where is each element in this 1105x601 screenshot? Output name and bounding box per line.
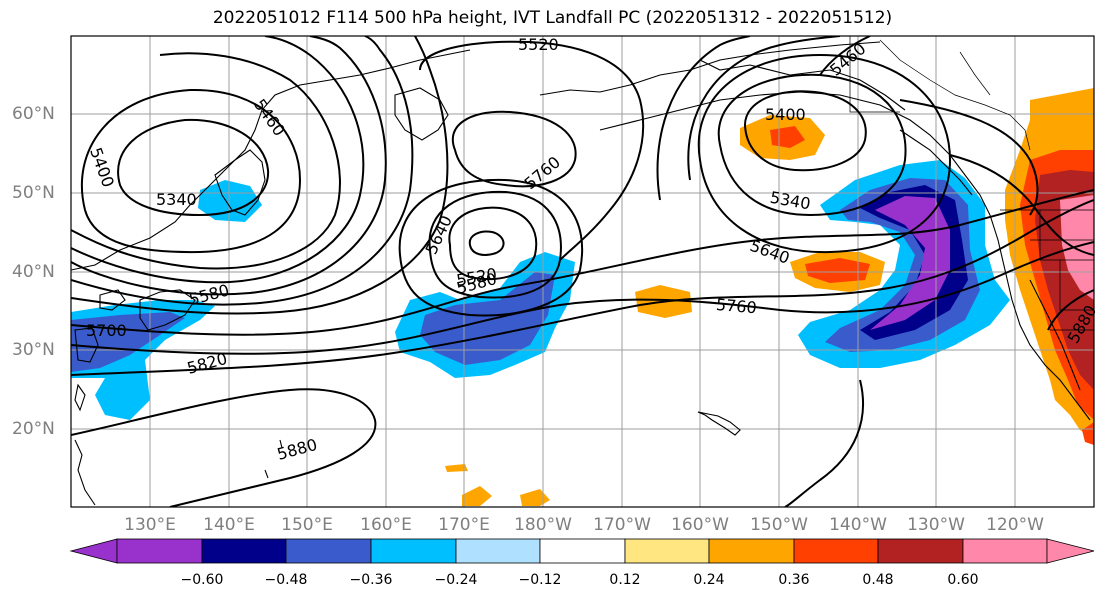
- colorbar-segment: [455, 538, 541, 564]
- height-contours: [71, 36, 1094, 507]
- coastlines: [71, 41, 1091, 506]
- colorbar-tick-label: −0.60: [180, 572, 224, 588]
- colorbar-tick-label: 0.60: [947, 572, 979, 588]
- lat-label: 30°N: [12, 340, 55, 360]
- lon-label: 120°W: [986, 515, 1044, 535]
- colorbar-tick-label: −0.12: [518, 572, 562, 588]
- ivt-area-pos-tropical-1: [445, 464, 468, 472]
- colorbar-segment: [624, 538, 710, 564]
- ivt-shading: [71, 88, 1094, 506]
- ivt-area-pos-westcoast-4: [1060, 195, 1094, 300]
- map-title: 2022051012 F114 500 hPa height, IVT Land…: [212, 8, 893, 28]
- colorbar-tick-label: −0.36: [349, 572, 393, 588]
- contour-label: 5460: [250, 95, 289, 139]
- lat-label: 40°N: [12, 262, 55, 282]
- gridlines: [71, 36, 1094, 507]
- lon-label: 140°E: [203, 515, 255, 535]
- ivt-area-nepac-peak: [870, 196, 950, 330]
- contour-label: 5760: [715, 295, 757, 317]
- contour-label: 5640: [747, 236, 792, 268]
- contour-label: 5880: [275, 435, 319, 464]
- contour-label: 5520: [518, 35, 559, 54]
- contour-label: 5400: [765, 105, 806, 124]
- ivt-area-kamchatka: [198, 180, 262, 222]
- lon-label: 170°E: [438, 515, 490, 535]
- colorbar-extend-right: [1046, 538, 1095, 564]
- plot-frame: [70, 35, 1095, 508]
- colorbar-tick-label: −0.48: [264, 572, 308, 588]
- lon-label: 160°W: [671, 515, 729, 535]
- contour-label: 5400: [86, 145, 118, 190]
- lon-label: 170°W: [593, 515, 651, 535]
- colorbar-segment: [708, 538, 795, 564]
- lon-label: 150°E: [281, 515, 333, 535]
- colorbar-segment: [116, 538, 203, 564]
- colorbar-segment: [370, 538, 457, 564]
- lon-label: 160°E: [360, 515, 412, 535]
- lat-label: 60°N: [12, 104, 55, 124]
- colorbar-segment: [539, 538, 626, 564]
- colorbar-extend-left: [69, 538, 118, 564]
- contour-label: 5340: [156, 190, 197, 209]
- lat-label: 50°N: [12, 183, 55, 203]
- colorbar-segment: [877, 538, 964, 564]
- ivt-area-pos-westcoast-5: [1082, 422, 1094, 445]
- ivt-area-pos-midlat-core: [805, 258, 870, 283]
- colorbar-segment: [962, 538, 1048, 564]
- colorbar-segment: [201, 538, 287, 564]
- lon-label: 140°W: [829, 515, 887, 535]
- colorbar-segment: [285, 538, 372, 564]
- contour-label: 5700: [86, 321, 127, 340]
- colorbar-tick-label: 0.24: [693, 572, 725, 588]
- lat-label: 20°N: [12, 419, 55, 439]
- colorbar-tick-label: 0.12: [609, 572, 641, 588]
- ivt-area-pos-tropical-3: [520, 489, 550, 506]
- lon-label: 150°W: [750, 515, 808, 535]
- colorbar-tick-label: −0.24: [434, 572, 478, 588]
- colorbar-tick-label: 0.36: [778, 572, 810, 588]
- ivt-area-pos-tropical-2: [462, 486, 492, 506]
- lon-label: 130°W: [907, 515, 965, 535]
- lon-label: 130°E: [124, 515, 176, 535]
- colorbar: [69, 538, 1095, 564]
- colorbar-segment: [793, 538, 879, 564]
- lon-label: 180°W: [514, 515, 572, 535]
- colorbar-tick-label: 0.48: [862, 572, 894, 588]
